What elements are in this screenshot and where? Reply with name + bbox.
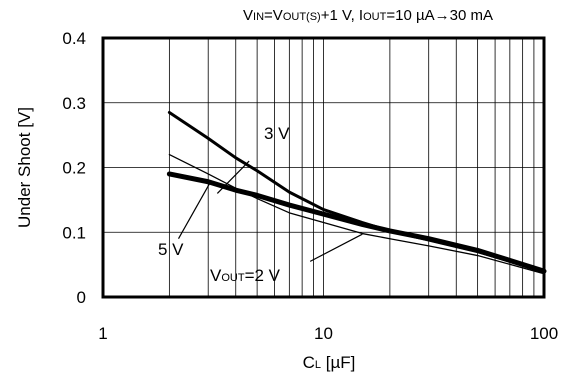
chart-title: VIN=VOUT(S)+1 V, IOUT=10 µA→30 mA [243, 7, 493, 24]
x-tick-label: 100 [530, 324, 558, 343]
annotation-label: VOUT=2 V [210, 266, 281, 285]
plot-frame [101, 36, 546, 299]
y-tick-label: 0.3 [62, 94, 86, 113]
annotation-leader [216, 160, 250, 194]
annotation-label: 3 V [264, 124, 290, 143]
series-lines [166, 110, 547, 275]
annotation-leader [177, 180, 212, 240]
annotation-leader [309, 233, 363, 262]
annotation-leaders [177, 160, 363, 262]
y-axis-label: Under Shoot [V] [15, 107, 34, 228]
x-tick-label: 10 [314, 324, 333, 343]
annotation-label: 5 V [158, 240, 184, 259]
x-tick-label: 1 [98, 324, 107, 343]
series-line [167, 110, 546, 273]
annotations: 3 V 5 V VOUT=2 V [158, 124, 290, 285]
y-tick-label: 0.1 [62, 223, 86, 242]
y-tick-label: 0.2 [62, 159, 86, 178]
y-tick-label: 0.4 [62, 29, 86, 48]
tick-labels: 1 10 100 0 0.1 0.2 0.3 0.4 [62, 29, 558, 343]
series-line [166, 171, 547, 274]
y-tick-label: 0 [77, 288, 86, 307]
x-axis-label: CL [µF] [303, 353, 356, 372]
